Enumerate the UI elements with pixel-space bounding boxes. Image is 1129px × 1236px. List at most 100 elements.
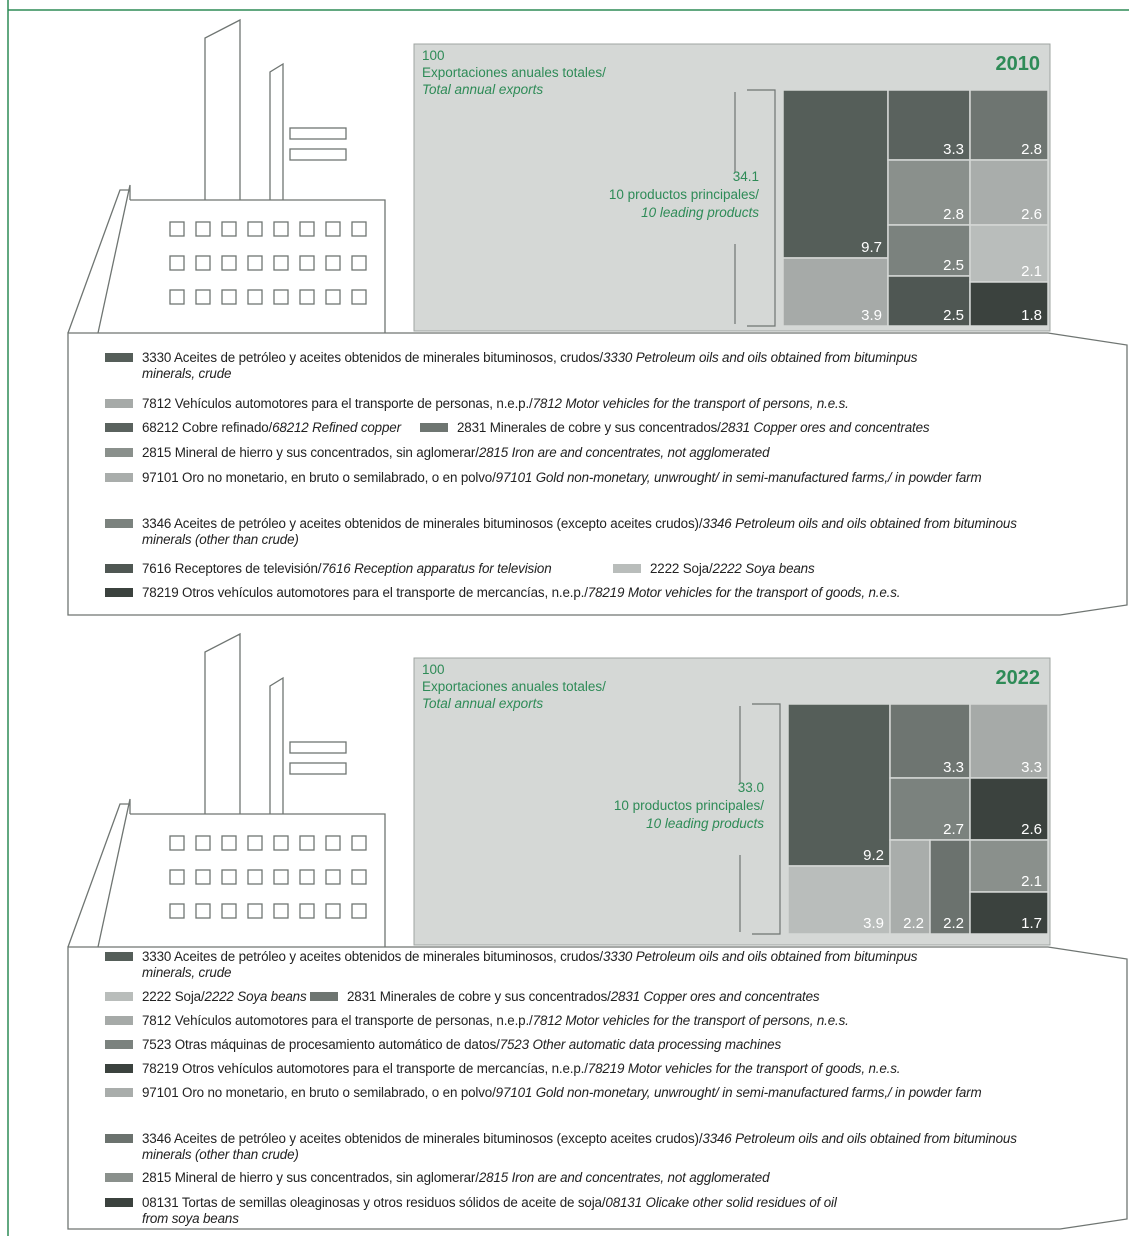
cell-value-label: 2.7	[943, 821, 964, 838]
legend-item: 3346 Aceites de petróleo y aceites obten…	[105, 1131, 1042, 1163]
cell-value-label: 2.8	[943, 206, 964, 223]
cell-value-label: 3.3	[943, 141, 964, 158]
cell-value-label: 2.5	[943, 257, 964, 274]
legend-label: 2831 Minerales de cobre y sus concentrad…	[347, 989, 611, 1004]
cell-value-label: 1.7	[1021, 915, 1042, 932]
legend-item: 2815 Mineral de hierro y sus concentrado…	[105, 1170, 1042, 1186]
legend-label-en: 3330 Petroleum oils and oils obtained fr…	[142, 949, 918, 980]
legend-swatch	[105, 448, 133, 457]
cell-value-label: 2.8	[1021, 141, 1042, 158]
legend-swatch	[105, 1040, 133, 1049]
legend-label: 2815 Mineral de hierro y sus concentrado…	[142, 445, 479, 460]
legend-label: 08131 Tortas de semillas oleaginosas y o…	[142, 1195, 606, 1210]
legend-item: 97101 Oro no monetario, en bruto o semil…	[105, 1085, 1002, 1101]
legend-label: 97101 Oro no monetario, en bruto o semil…	[142, 470, 496, 485]
cell-value-label: 3.9	[861, 307, 882, 324]
legend-label-en: 7523 Other automatic data processing mac…	[499, 1037, 781, 1052]
legend-swatch	[105, 1134, 133, 1143]
legend-label-en: 2831 Copper ores and concentrates	[610, 989, 820, 1004]
legend-item: 3330 Aceites de petróleo y aceites obten…	[105, 350, 932, 382]
subtotal-bracket	[739, 703, 781, 935]
legend-label-en: 97101 Gold non-monetary, unwrought/ in s…	[495, 470, 982, 485]
legend-item: 2831 Minerales de cobre y sus concentrad…	[420, 420, 1107, 436]
cell-value-label: 2.2	[943, 915, 964, 932]
legend-item: 97101 Oro no monetario, en bruto o semil…	[105, 470, 1002, 486]
legend-label-en: 3330 Petroleum oils and oils obtained fr…	[142, 350, 918, 381]
legend-label-en: 7616 Reception apparatus for television	[321, 561, 552, 576]
treemap-cell	[969, 839, 1049, 893]
subtotal-label-en: 10 leading products	[646, 816, 764, 831]
subtotal-value: 34.1	[733, 169, 759, 184]
legend-label: 7812 Vehículos automotores para el trans…	[142, 1013, 533, 1028]
legend-label-en: 2222 Soya beans	[204, 989, 307, 1004]
legend-label: 2222 Soja/	[142, 989, 205, 1004]
legend-label: 78219 Otros vehículos automotores para e…	[142, 585, 588, 600]
total-label-en: Total annual exports	[422, 82, 543, 97]
cell-value-label: 3.3	[943, 759, 964, 776]
legend-label-en: 2815 Iron are and concentrates, not aggl…	[478, 445, 770, 460]
legend-swatch	[105, 588, 133, 597]
treemap-cell	[887, 224, 971, 277]
legend-label-en: 3346 Petroleum oils and oils obtained fr…	[142, 516, 1017, 547]
cell-value-label: 9.7	[861, 239, 882, 256]
legend-label: 3330 Aceites de petróleo y aceites obten…	[142, 949, 603, 964]
cell-value-label: 2.1	[1021, 873, 1042, 890]
legend-swatch	[105, 1173, 133, 1182]
cell-value-label: 2.1	[1021, 263, 1042, 280]
legend-item: 2815 Mineral de hierro y sus concentrado…	[105, 445, 1042, 461]
subtotal-value: 33.0	[738, 780, 764, 795]
legend-label: 3330 Aceites de petróleo y aceites obten…	[142, 350, 603, 365]
legend-label-en: 08131 Olicake other solid residues of oi…	[142, 1195, 837, 1226]
chart-title: 2010	[996, 53, 1041, 75]
chart-title: 2022	[996, 667, 1041, 689]
legend-item: 7523 Otras máquinas de procesamiento aut…	[105, 1037, 1042, 1053]
treemap-cell	[969, 891, 1049, 935]
legend-swatch	[105, 399, 133, 408]
legend-item: 3330 Aceites de petróleo y aceites obten…	[105, 949, 932, 981]
legend-item: 68212 Cobre refinado/68212 Refined coppe…	[105, 420, 442, 436]
cell-value-label: 2.5	[943, 307, 964, 324]
treemap-cell	[969, 281, 1049, 327]
treemap-cell	[969, 703, 1049, 779]
treemap-cell	[969, 224, 1049, 283]
legend-label: 7616 Receptores de televisión/	[142, 561, 322, 576]
cell-value-label: 2.6	[1021, 821, 1042, 838]
legend-swatch	[613, 564, 641, 573]
treemap-cell	[782, 89, 889, 259]
legend-label-en: 97101 Gold non-monetary, unwrought/ in s…	[495, 1085, 982, 1100]
cell-value-label: 1.8	[1021, 307, 1042, 324]
treemap-cell	[969, 89, 1049, 161]
legend-item: 7812 Vehículos automotores para el trans…	[105, 396, 1042, 412]
legend-label: 2815 Mineral de hierro y sus concentrado…	[142, 1170, 479, 1185]
legend-label: 3346 Aceites de petróleo y aceites obten…	[142, 1131, 703, 1146]
legend-item: 78219 Otros vehículos automotores para e…	[105, 1061, 1042, 1077]
legend-swatch	[105, 564, 133, 573]
legend-label: 97101 Oro no monetario, en bruto o semil…	[142, 1085, 496, 1100]
treemap-cell	[887, 275, 971, 327]
cell-value-label: 9.2	[863, 847, 884, 864]
legend-label: 2222 Soja/	[650, 561, 713, 576]
subtotal-bracket	[734, 89, 776, 327]
legend-label-en: 3346 Petroleum oils and oils obtained fr…	[142, 1131, 1017, 1162]
legend-item: 7616 Receptores de televisión/7616 Recep…	[105, 561, 612, 577]
legend-swatch	[105, 992, 133, 1001]
treemap-cell	[969, 777, 1049, 841]
legend-label-en: 78219 Motor vehicles for the transport o…	[587, 585, 901, 600]
legend-label: 78219 Otros vehículos automotores para e…	[142, 1061, 588, 1076]
legend-item: 78219 Otros vehículos automotores para e…	[105, 585, 1042, 601]
total-value: 100	[422, 48, 445, 63]
legend-label-en: 2222 Soya beans	[712, 561, 815, 576]
total-value: 100	[422, 662, 445, 677]
legend-swatch	[105, 1088, 133, 1097]
legend-swatch	[105, 353, 133, 362]
treemap-cell	[889, 777, 971, 841]
subtotal-label-en: 10 leading products	[641, 205, 759, 220]
treemap-cell	[889, 839, 931, 935]
treemap-cell	[929, 839, 971, 935]
legend-swatch	[105, 1198, 133, 1207]
treemap-cell	[889, 703, 971, 779]
legend-label: 68212 Cobre refinado/	[142, 420, 273, 435]
legend-item: 2222 Soja/2222 Soya beans	[613, 561, 1050, 577]
treemap-cell	[887, 159, 971, 226]
